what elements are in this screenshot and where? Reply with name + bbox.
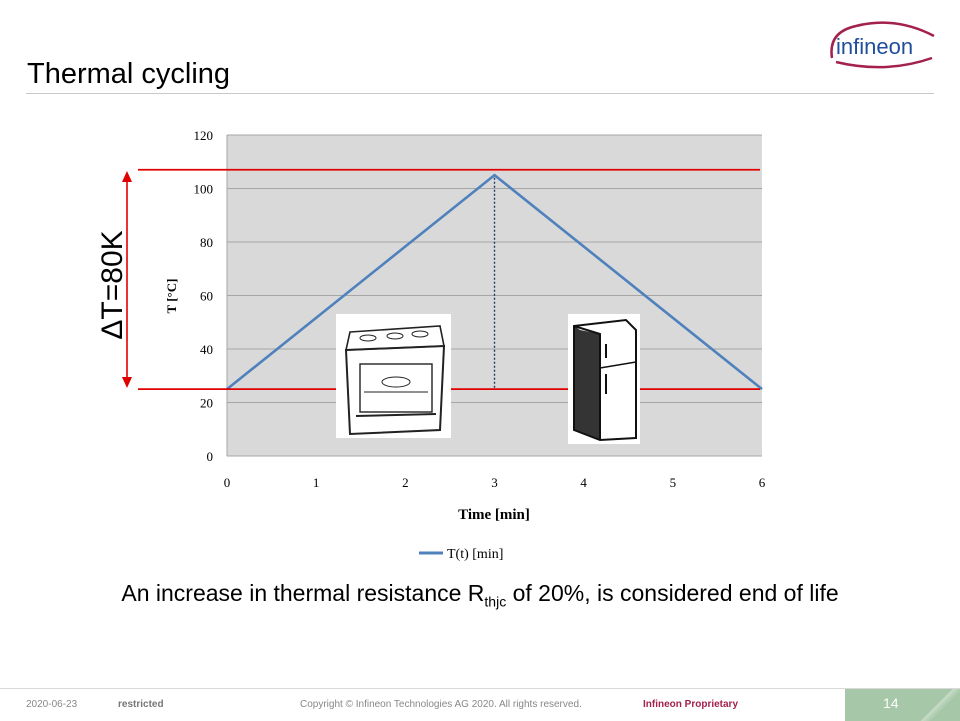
y-tick-labels: 0 20 40 60 80 100 120 (194, 128, 214, 464)
footer-date: 2020-06-23 (26, 699, 78, 710)
legend-entry: T(t) [min] (447, 547, 503, 562)
y-tick-label: 100 (194, 182, 214, 197)
x-tick-label: 4 (580, 475, 587, 490)
delta-t-arrow (122, 171, 132, 388)
x-tick-label: 6 (759, 475, 766, 490)
delta-t-label: ΔT=80K (96, 230, 129, 339)
x-axis-label: Time [min] (458, 507, 530, 523)
footer-classification: restricted (118, 699, 164, 710)
y-tick-label: 40 (200, 342, 213, 357)
series-group (226, 173, 763, 391)
caption-suffix: of 20%, is considered end of life (506, 580, 839, 606)
y-axis-label: T [°C] (164, 279, 179, 314)
footer-copyright: Copyright © Infineon Technologies AG 202… (300, 699, 582, 710)
caption-prefix: An increase in thermal resistance R (121, 580, 485, 606)
fridge-icon (568, 314, 640, 444)
caption-subscript: thjc (484, 593, 507, 610)
page-stripe (915, 689, 960, 721)
series-line (226, 173, 763, 391)
slide-title: Thermal cycling (27, 58, 231, 90)
logo-text: infineon (836, 34, 913, 59)
legend: T(t) [min] (419, 547, 503, 562)
x-tick-labels: 0 1 2 3 4 5 6 (224, 475, 766, 490)
page-number: 14 (883, 695, 899, 711)
footer: 2020-06-23 restricted Copyright © Infine… (0, 688, 960, 721)
x-tick-label: 5 (670, 475, 677, 490)
y-tick-label: 120 (194, 128, 214, 143)
y-tick-label: 20 (200, 396, 213, 411)
footer-proprietary: Infineon Proprietary (643, 699, 739, 710)
title-divider (26, 93, 934, 94)
x-tick-label: 1 (313, 475, 320, 490)
x-tick-label: 3 (491, 475, 498, 490)
infineon-logo: infineon (830, 21, 935, 69)
x-tick-label: 0 (224, 475, 231, 490)
oven-icon (336, 314, 451, 438)
x-tick-label: 2 (402, 475, 409, 490)
caption: An increase in thermal resistance Rthjc … (0, 580, 960, 610)
y-tick-label: 60 (200, 289, 213, 304)
y-tick-label: 0 (207, 449, 214, 464)
y-tick-label: 80 (200, 235, 213, 250)
